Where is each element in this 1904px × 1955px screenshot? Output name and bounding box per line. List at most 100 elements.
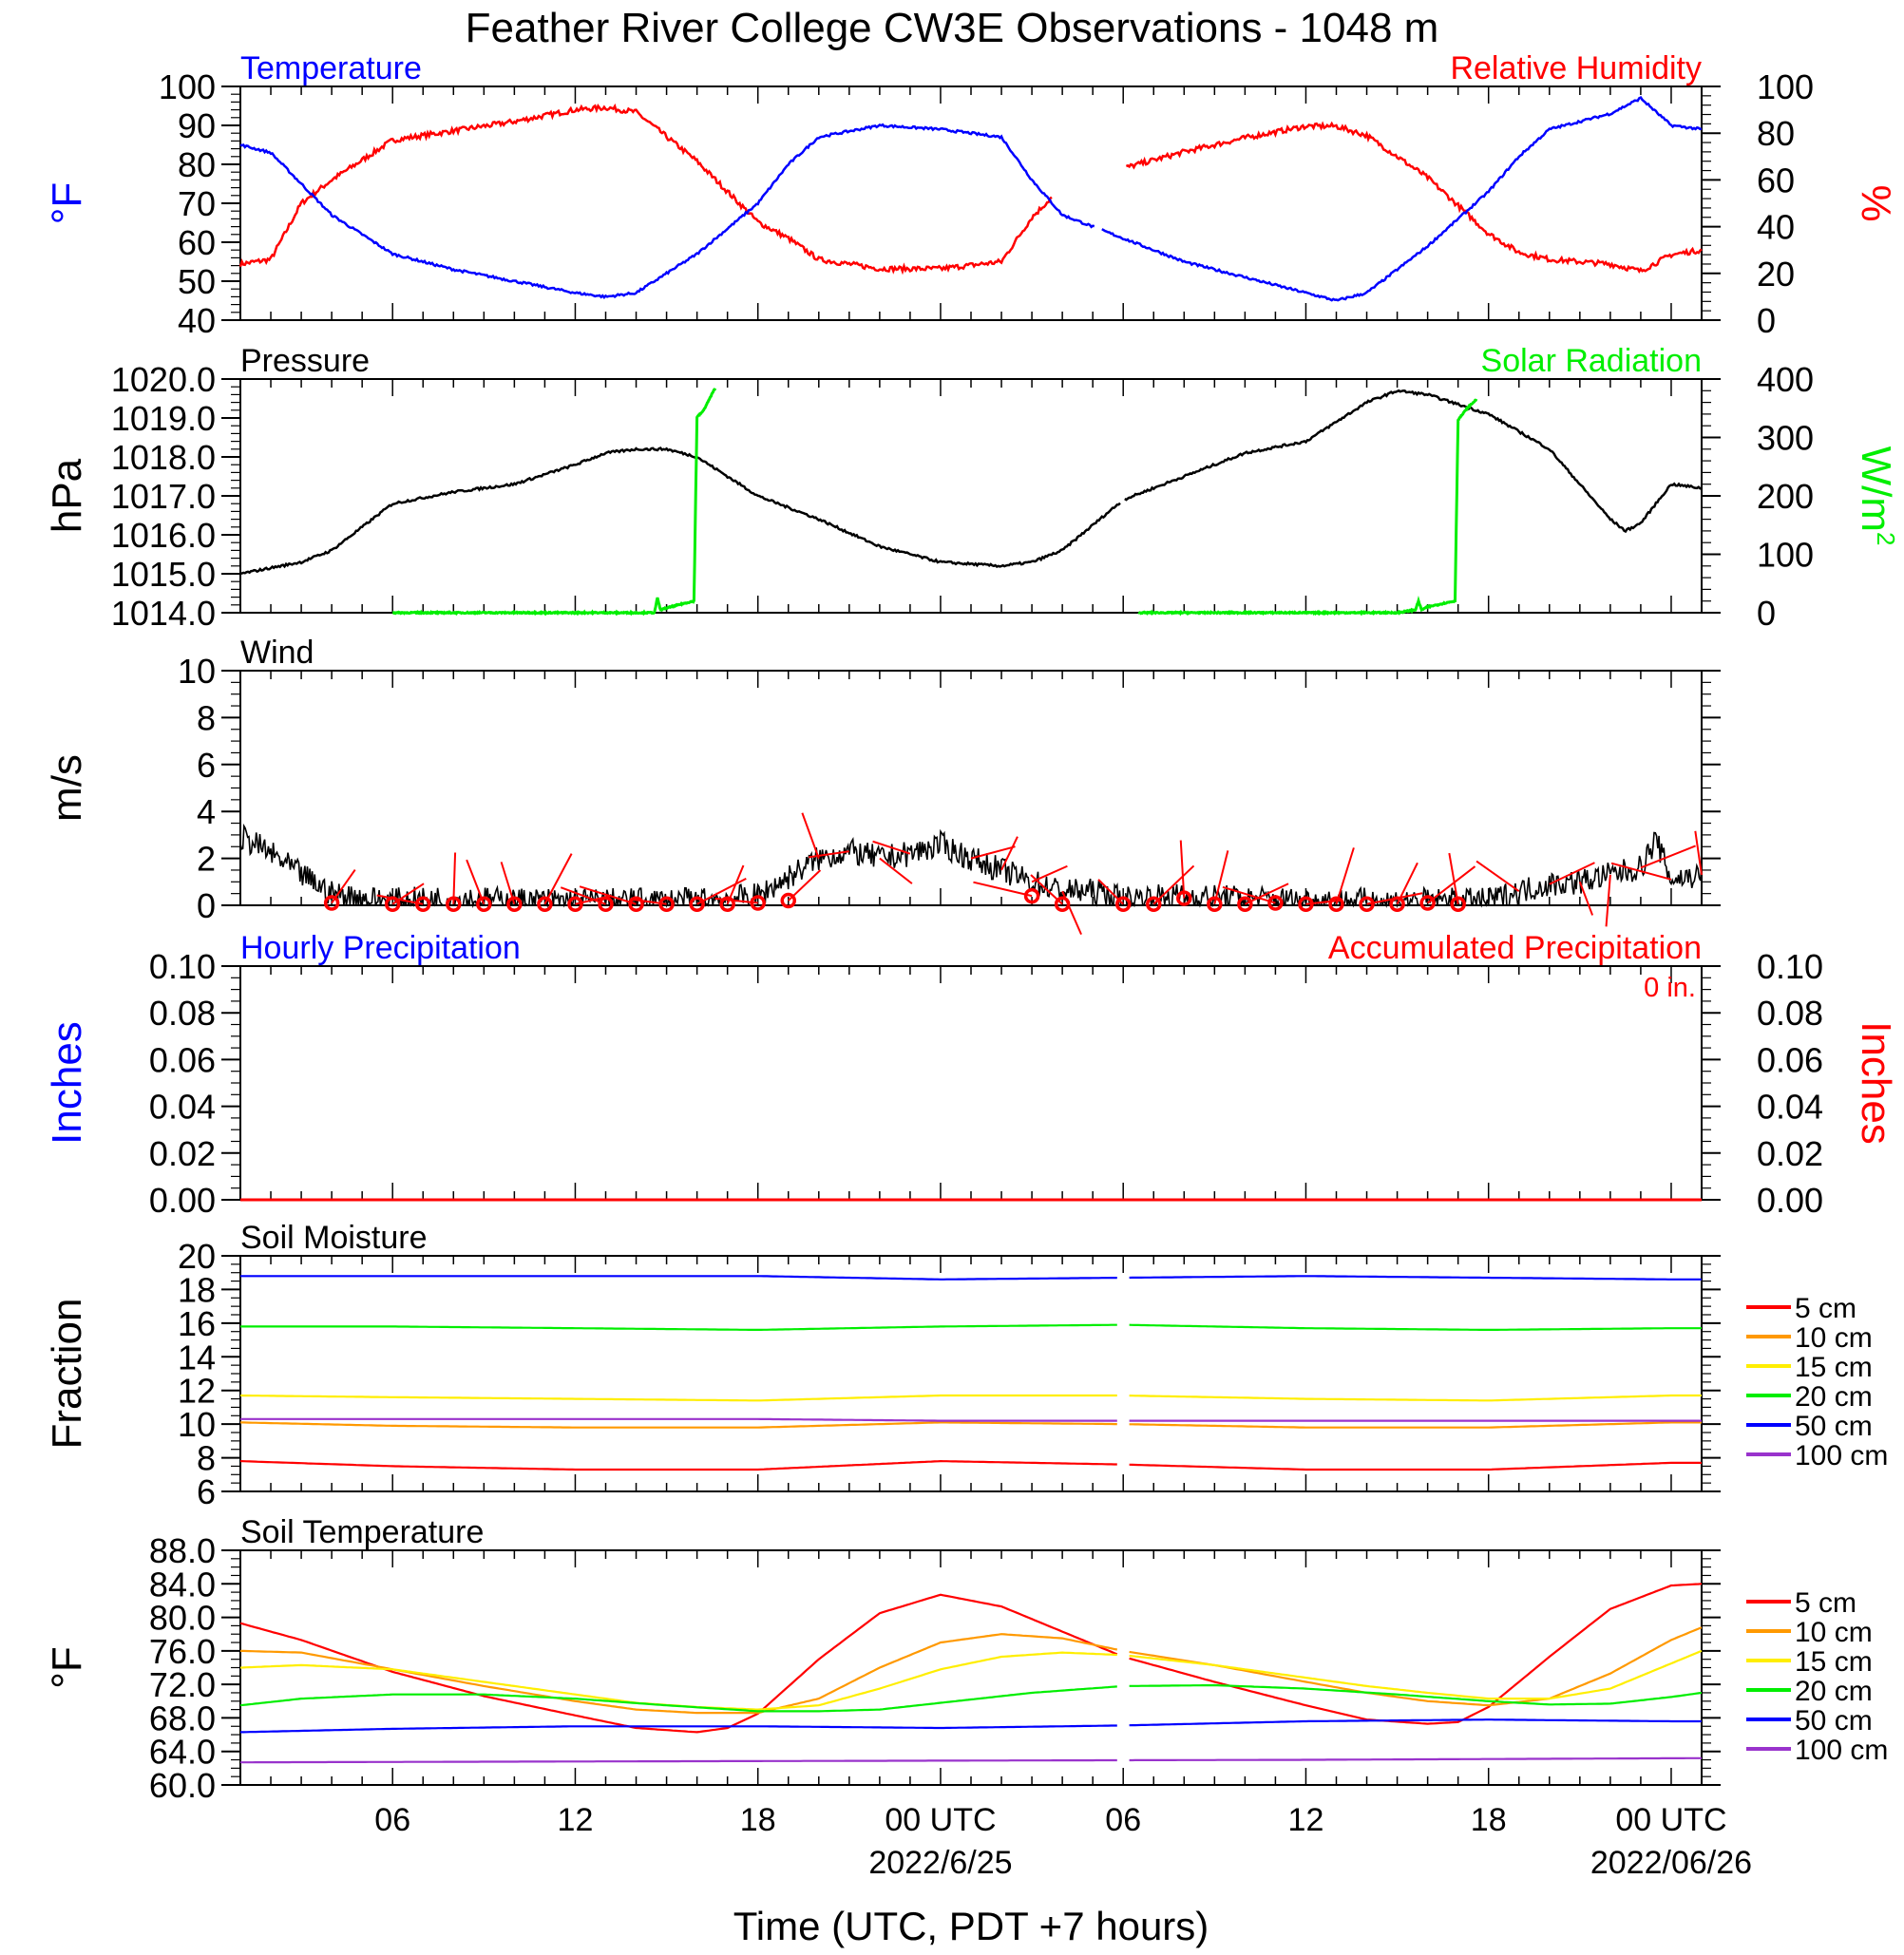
y-tick-label: 1018.0: [111, 438, 216, 477]
panel-wind: 10 8 6 4 2 0 Wind m/s: [44, 635, 1721, 936]
y-tick-label: 50: [178, 262, 216, 301]
y-tick-label: 16: [178, 1304, 216, 1343]
wind-hourly-marker: [506, 896, 523, 913]
x-date-label: 2022/06/26: [1590, 1845, 1752, 1881]
y-tick-label: 1014.0: [111, 594, 216, 633]
wind-direction-stick: [1427, 865, 1476, 904]
y-tick-label: 1016.0: [111, 516, 216, 555]
wind-hourly-marker: [750, 895, 766, 911]
y-tick-label: 0.02: [149, 1134, 216, 1173]
wind-direction-stick: [973, 881, 1033, 898]
y-tick-label: 0.06: [149, 1040, 216, 1079]
panel-pressure-solar: 1020.01019.01018.01017.01016.01015.01014…: [44, 343, 1900, 633]
plot-frame: [239, 965, 1703, 1201]
wind-hourly-marker: [567, 896, 583, 913]
y-axis-title-pressure: hPa: [44, 458, 90, 533]
wind-hourly-marker: [658, 896, 675, 913]
wind-hourly-marker: [1450, 896, 1466, 913]
wind-hourly-marker: [537, 896, 553, 913]
wind-hourly-marker: [476, 896, 492, 913]
y-tick-label: 0.04: [149, 1088, 216, 1127]
legend-label: 100 cm: [1795, 1735, 1888, 1766]
y2-tick-label: 0.04: [1757, 1088, 1823, 1127]
wind-direction-stick: [1335, 847, 1355, 905]
y2-tick-label: 20: [1757, 255, 1795, 294]
wind-hourly-marker: [415, 896, 431, 913]
y-tick-label: 12: [178, 1372, 216, 1411]
y2-tick-label: 0: [1757, 301, 1776, 340]
y-tick-label: 18: [178, 1270, 216, 1309]
series-50-cm: [240, 1275, 1702, 1281]
x-tick-label: 00 UTC: [885, 1802, 996, 1838]
x-tick-label: 12: [558, 1802, 594, 1838]
legend-label: 20 cm: [1795, 1381, 1873, 1413]
y-tick-label: 6: [197, 1472, 216, 1511]
y-axis-title-solar: W/m2: [1853, 446, 1900, 546]
wind-direction-stick: [879, 857, 913, 884]
y-axis-title-temperature: °F: [44, 182, 90, 224]
wind-hourly-marker: [1114, 896, 1132, 913]
y-tick-label: 90: [178, 106, 216, 145]
wind-hourly-marker: [628, 896, 644, 913]
y-tick-label: 1015.0: [111, 555, 216, 594]
series-50-cm: [240, 1718, 1702, 1734]
wind-direction-stick: [1448, 852, 1459, 904]
wind-hourly-marker: [1207, 896, 1223, 913]
y-tick-label: 8: [197, 698, 216, 737]
wind-direction-stick: [560, 886, 606, 905]
plot-frame: [239, 1549, 1703, 1786]
legend-label: 5 cm: [1795, 1293, 1856, 1324]
x-tick-label: 06: [374, 1802, 410, 1838]
series-temperature: [239, 96, 1703, 302]
panel-title-left: Wind: [240, 635, 314, 671]
series-relative-humidity: [238, 103, 1703, 275]
wind-hourly-marker: [1267, 895, 1284, 911]
wind-direction-stick: [452, 852, 457, 904]
series-15-cm: [239, 1394, 1702, 1402]
y-tick-label: 0: [197, 886, 216, 925]
series-pressure: [239, 389, 1703, 575]
wind-direction-stick: [1640, 845, 1696, 869]
y-axis-title-soil-moisture: Fraction: [44, 1299, 90, 1450]
y-tick-label: 1020.0: [111, 360, 216, 399]
y2-tick-label: 60: [1757, 161, 1795, 199]
y-axis-title-humidity: %: [1853, 184, 1899, 221]
y2-tick-label: 0.06: [1757, 1040, 1823, 1079]
y-tick-label: 8: [197, 1439, 216, 1478]
legend-label: 15 cm: [1795, 1646, 1873, 1678]
legend-label: 20 cm: [1795, 1676, 1873, 1707]
y2-tick-label: 80: [1757, 114, 1795, 153]
y-axis-title-hourly-precip: Inches: [44, 1021, 90, 1145]
wind-hourly-marker: [1359, 896, 1375, 913]
wind-direction-stick: [1605, 874, 1611, 927]
y-tick-label: 80: [178, 145, 216, 184]
y-tick-label: 80.0: [149, 1599, 216, 1638]
legend-label: 100 cm: [1795, 1440, 1888, 1471]
panel-title-left: Hourly Precipitation: [240, 930, 521, 966]
y-tick-label: 2: [197, 840, 216, 879]
y-tick-label: 0.10: [149, 947, 216, 986]
series-solar-radiation: [391, 388, 717, 617]
wind-direction-stick: [1476, 860, 1520, 892]
series-5-cm: [239, 1583, 1703, 1734]
y-tick-label: 4: [197, 792, 216, 831]
y-tick-label: 40: [178, 301, 216, 340]
x-tick-label: 12: [1288, 1802, 1324, 1838]
y-tick-label: 68.0: [149, 1699, 216, 1737]
y2-tick-label: 40: [1757, 208, 1795, 247]
y2-tick-label: 100: [1757, 67, 1814, 106]
wind-direction-stick: [1222, 885, 1276, 904]
wind-direction-stick: [970, 845, 1016, 860]
wind-direction-stick: [801, 812, 820, 859]
series-solar-radiation: [1137, 398, 1478, 617]
time-axis: 06 12 18 00 UTC 2022/6/25 06 12 18 00 UTC 2022/06…: [374, 1802, 1752, 1881]
plot-frame: [239, 1255, 1703, 1492]
wind-direction-stick: [1549, 862, 1595, 885]
wind-hourly-marker: [1023, 887, 1040, 904]
wind-hourly-marker: [323, 895, 340, 911]
series-20-cm: [240, 1323, 1702, 1331]
x-axis-title: Time (UTC, PDT +7 hours): [733, 1904, 1209, 1948]
wind-direction-stick: [1244, 883, 1289, 905]
